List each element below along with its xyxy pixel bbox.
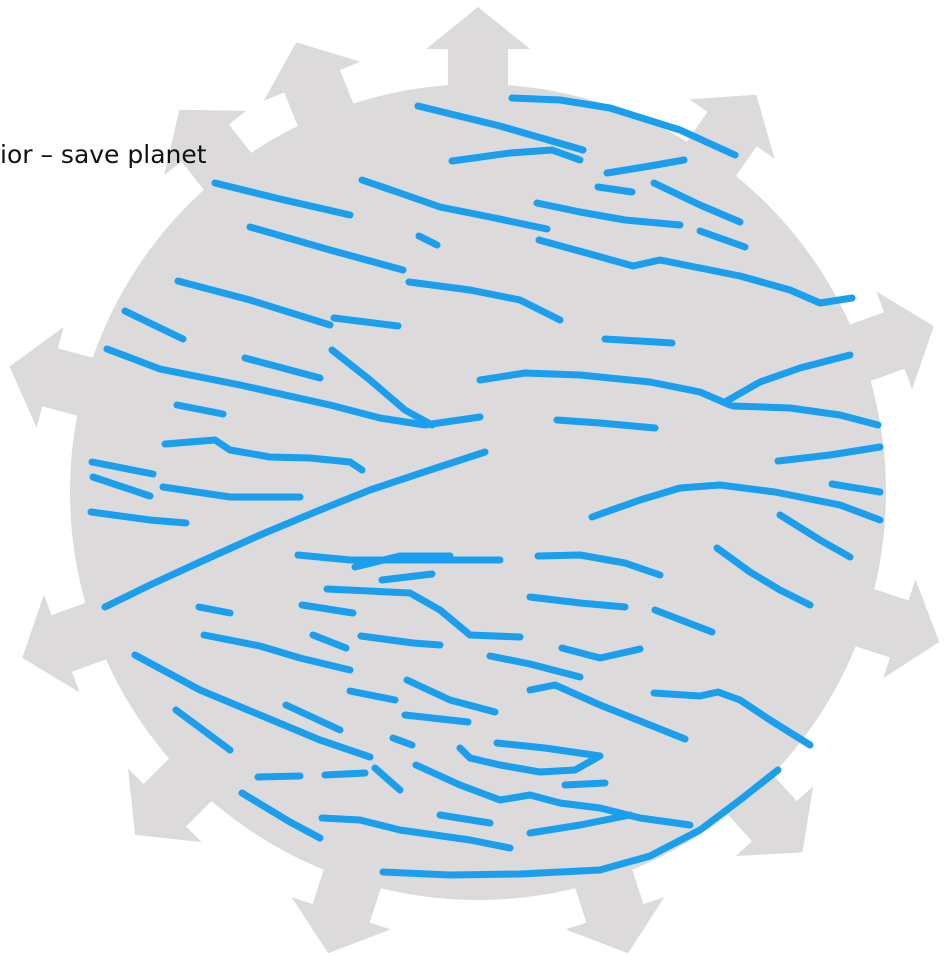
blue-stroke: [558, 644, 644, 662]
blue-stroke: [401, 711, 472, 726]
blue-stroke: [389, 734, 416, 749]
blue-stroke: [378, 570, 436, 584]
blue-stroke: [828, 480, 884, 496]
blue-stroke: [174, 277, 334, 329]
blue-stroke: [534, 551, 664, 579]
blue-stroke: [358, 176, 551, 233]
blue-stroke: [241, 354, 324, 382]
blue-stroke: [508, 94, 739, 159]
blue-stroke: [403, 676, 499, 716]
blue-stroke: [195, 603, 234, 617]
blue-stroke: [328, 346, 436, 429]
blue-stroke: [88, 458, 157, 478]
blue-stroke: [603, 156, 688, 177]
blue-stroke: [346, 687, 399, 704]
blue-stroke: [526, 593, 629, 611]
blue-stroke: [173, 401, 227, 418]
blue-stroke: [330, 314, 402, 330]
blue-stroke: [161, 436, 366, 474]
blue-stroke: [561, 779, 609, 789]
blue-stroke: [351, 552, 454, 571]
blue-stroke: [729, 402, 882, 429]
blue-stroke: [414, 102, 587, 154]
blue-stroke: [200, 631, 354, 674]
blue-stroke: [371, 764, 404, 794]
blue-stroke: [526, 811, 634, 837]
blue-stroke: [594, 183, 636, 196]
blue-stroke: [87, 508, 190, 527]
blue-stroke: [651, 606, 716, 636]
blue-stroke: [436, 811, 494, 827]
blue-stroke: [323, 585, 524, 641]
blue-stroke: [533, 199, 684, 229]
blue-stroke: [601, 335, 676, 347]
blue-stroke: [650, 179, 744, 226]
blue-stroke: [405, 278, 564, 324]
blue-stroke: [412, 761, 694, 829]
blue-stroke: [172, 706, 234, 754]
blue-stroke: [650, 688, 814, 749]
blue-stroke: [321, 769, 369, 779]
blue-stroke: [456, 739, 604, 776]
blue-stroke: [254, 772, 304, 781]
blue-stroke-pattern: [87, 94, 884, 879]
blue-stroke: [774, 443, 884, 465]
blue-stroke: [318, 814, 514, 852]
blue-stroke: [526, 681, 689, 743]
blue-stroke: [486, 652, 584, 681]
blue-stroke: [89, 473, 154, 500]
blue-stroke: [211, 179, 354, 219]
arrow-icon: [426, 7, 530, 97]
blue-stroke: [448, 146, 584, 165]
blue-stroke: [101, 448, 489, 611]
blue-stroke: [776, 511, 854, 561]
blue-stroke: [131, 651, 374, 761]
blue-stroke: [553, 416, 659, 432]
blue-stroke: [588, 481, 884, 524]
blue-stroke: [309, 631, 350, 652]
blue-stroke: [476, 369, 734, 409]
blue-stroke: [238, 789, 324, 842]
blue-stroke: [298, 601, 357, 617]
blue-stroke: [294, 551, 504, 564]
blue-stroke: [121, 307, 187, 343]
blue-stroke: [246, 223, 407, 274]
blue-stroke: [357, 632, 444, 649]
blue-stroke: [535, 236, 856, 307]
blue-stroke: [379, 766, 782, 879]
caption-text: ior – save planet: [0, 140, 207, 169]
blue-stroke: [713, 544, 814, 609]
blue-stroke: [159, 483, 304, 501]
blue-stroke: [721, 351, 854, 406]
blue-stroke: [282, 701, 344, 734]
blue-stroke: [696, 227, 749, 251]
blue-stroke: [415, 232, 441, 249]
